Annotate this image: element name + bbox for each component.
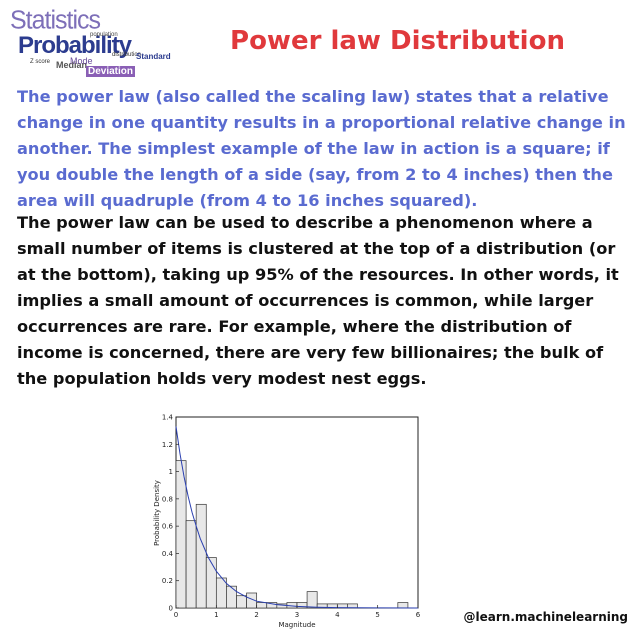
logo: Statistics Probability population Z scor…: [6, 5, 171, 84]
logo-word-probability: Probability: [18, 32, 132, 59]
histogram-bar: [397, 602, 409, 609]
x-tick-label: 6: [416, 611, 421, 619]
x-tick-label: 5: [375, 611, 379, 619]
logo-word-statistics: Statistics: [10, 5, 101, 35]
x-tick-label: 2: [254, 611, 258, 619]
x-tick-label: 0: [174, 611, 178, 619]
histogram-bar: [236, 595, 247, 609]
histogram-bar: [226, 585, 237, 609]
logo-word-zscore: Z score: [30, 59, 51, 65]
power-law-histogram: 0 1 2 3 4 5 6 0 0.2 0.4 0.6 0.8 1 1.2 1.4 Magnitude Pr…: [153, 414, 421, 630]
y-tick-label: 0.8: [162, 495, 173, 503]
x-tick-label: 3: [295, 611, 299, 619]
histogram-bar: [256, 602, 268, 609]
histogram-bar: [195, 503, 207, 609]
x-tick-label: 1: [214, 611, 218, 619]
body-paragraph: The power law can be used to describe a …: [17, 213, 619, 388]
y-tick-label: 0.4: [162, 550, 174, 558]
y-tick-label: 1: [169, 468, 173, 476]
y-tick-label: 1.4: [162, 414, 174, 422]
x-tick-label: 4: [335, 611, 340, 619]
page-title: Power law Distribution: [230, 26, 565, 56]
logo-word-standard: Standard: [136, 52, 171, 61]
logo-word-deviation: Deviation: [86, 66, 136, 77]
logo-word-median: Median: [56, 60, 88, 70]
y-tick-label: 0.2: [162, 577, 173, 585]
histogram-bar: [215, 577, 227, 609]
logo-word-mode: Mode: [70, 56, 93, 66]
histogram-bar: [185, 520, 197, 609]
logo-word-distribution: distribution: [112, 52, 142, 58]
logo-word-population: population: [90, 32, 118, 38]
histogram-bar: [175, 460, 187, 609]
fit-curve: [175, 426, 419, 609]
y-tick-label: 0.6: [162, 523, 174, 531]
y-tick-label: 1.2: [162, 441, 173, 449]
y-axis-label: Probability Density: [153, 480, 161, 546]
histogram-bar: [306, 591, 318, 609]
x-axis-label: Magnitude: [278, 621, 315, 629]
y-tick-label: 0: [169, 605, 173, 613]
histogram-bar: [205, 557, 217, 609]
histogram-bar: [246, 592, 258, 609]
intro-paragraph: The power law (also called the scaling l…: [17, 87, 626, 210]
watermark-handle: @learn.machinelearning: [463, 610, 628, 624]
